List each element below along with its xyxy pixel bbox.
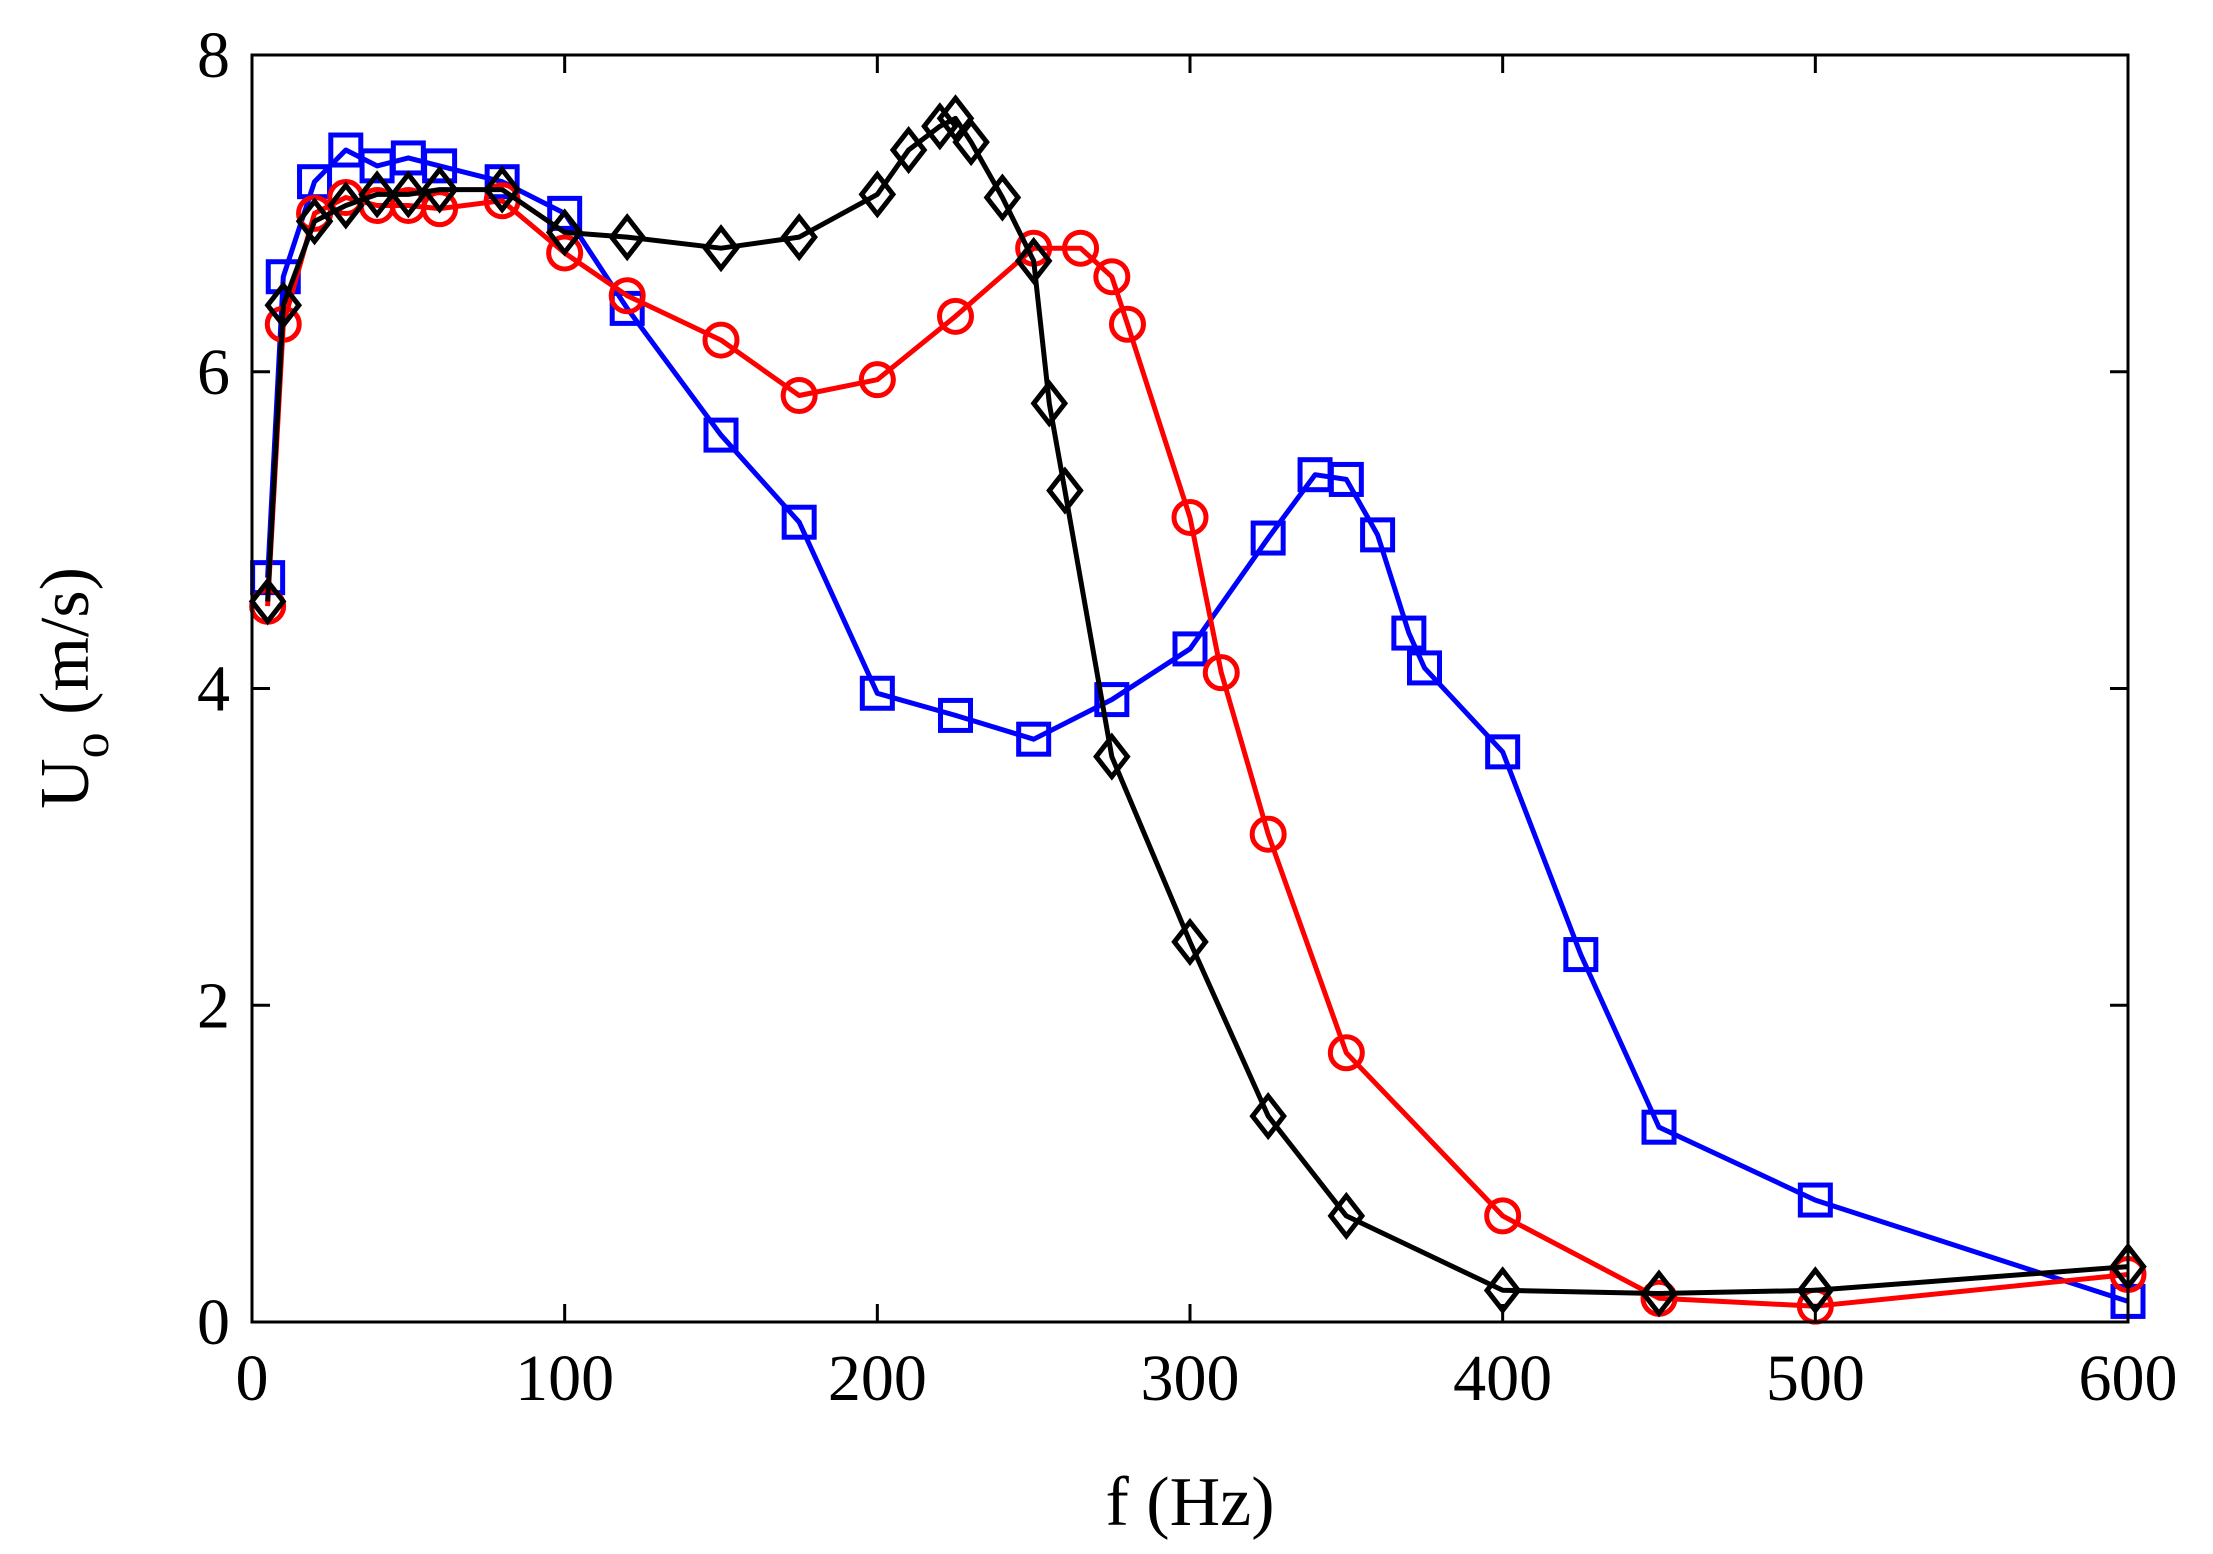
- data-point-diamond: [358, 170, 396, 219]
- data-point-diamond: [952, 118, 990, 167]
- data-point-diamond: [1171, 917, 1209, 966]
- data-point-square: [1250, 520, 1286, 556]
- data-point-square: [1391, 615, 1427, 651]
- series-layer: [248, 94, 2147, 1325]
- data-point-diamond: [1014, 236, 1053, 285]
- data-point-diamond: [702, 224, 740, 273]
- data-point-square: [1328, 461, 1364, 497]
- series-line-black-diamonds: [265, 115, 2129, 1296]
- data-point-circle: [780, 377, 818, 415]
- data-point-square: [1094, 682, 1130, 718]
- y-tick-label: 4: [197, 653, 230, 726]
- data-point-diamond: [921, 102, 959, 151]
- data-point-diamond: [1046, 466, 1084, 515]
- data-point-circle: [421, 190, 459, 228]
- x-tick-label: 400: [1453, 1342, 1552, 1415]
- data-point-diamond: [389, 170, 428, 219]
- data-point-circle: [1249, 815, 1287, 853]
- data-point-diamond: [983, 173, 1022, 222]
- data-point-diamond: [1249, 1092, 1287, 1141]
- data-point-diamond: [295, 197, 334, 246]
- x-tick-label: 300: [1141, 1342, 1240, 1415]
- data-point-square: [1563, 937, 1599, 973]
- data-point-circle: [858, 361, 896, 399]
- x-tick-labels: 0 100 200 300 400 500 600: [236, 1342, 2178, 1415]
- data-point-diamond: [858, 170, 897, 219]
- y-axis-label-main: U: [27, 758, 104, 809]
- data-point-circle: [1202, 654, 1240, 692]
- x-tick-label: 0: [236, 1342, 269, 1415]
- series-black-diamonds: [248, 94, 2147, 1318]
- y-tick-label: 8: [197, 19, 230, 92]
- data-point-circle: [1484, 1197, 1522, 1235]
- y-axis-label-unit: (m/s): [27, 567, 104, 732]
- data-point-circle: [1062, 229, 1100, 267]
- data-point-diamond: [889, 125, 928, 175]
- data-point-circle: [702, 321, 740, 359]
- data-point-diamond: [1093, 732, 1131, 781]
- y-axis-label: Uo (m/s): [27, 567, 120, 809]
- data-point-diamond: [1030, 379, 1069, 428]
- data-point-square: [781, 504, 817, 540]
- data-point-square: [1641, 1109, 1677, 1145]
- data-point-circle: [546, 234, 584, 272]
- x-tick-label: 500: [1766, 1342, 1865, 1415]
- data-point-square: [1485, 734, 1521, 770]
- y-tick-labels: 0 2 4 6 8: [197, 19, 230, 1359]
- x-tick-label: 100: [515, 1342, 614, 1415]
- data-point-square: [1797, 1182, 1833, 1218]
- data-point-square: [1407, 650, 1442, 686]
- data-point-square: [1016, 721, 1052, 757]
- data-point-diamond: [420, 165, 459, 214]
- x-tick-label: 200: [828, 1342, 927, 1415]
- data-point-square: [547, 195, 583, 231]
- data-point-diamond: [1640, 1269, 1678, 1318]
- y-tick-label: 2: [197, 969, 230, 1042]
- data-point-diamond: [248, 577, 287, 626]
- data-point-circle: [1171, 498, 1209, 536]
- data-point-square: [703, 417, 739, 453]
- data-point-diamond: [327, 181, 365, 230]
- data-point-diamond: [780, 213, 818, 262]
- data-point-square: [1360, 517, 1396, 553]
- data-point-square: [1172, 631, 1208, 667]
- data-point-diamond: [608, 213, 646, 262]
- data-point-diamond: [1327, 1191, 1366, 1240]
- data-point-square: [422, 148, 458, 184]
- data-point-circle: [608, 277, 646, 315]
- y-axis-label-subscript: o: [63, 732, 120, 758]
- data-point-diamond: [545, 208, 584, 257]
- data-point-circle: [1093, 258, 1131, 296]
- data-point-square: [859, 675, 895, 711]
- data-point-circle: [937, 297, 974, 335]
- x-tick-label: 600: [2079, 1342, 2178, 1415]
- data-point-square: [938, 697, 973, 733]
- x-axis-label: f (Hz): [1105, 1464, 1274, 1541]
- data-point-circle: [1108, 305, 1146, 343]
- tick-marks: [250, 53, 2130, 1324]
- y-tick-label: 0: [197, 1286, 230, 1359]
- data-point-circle: [1327, 1034, 1365, 1072]
- data-point-diamond: [264, 281, 303, 330]
- data-point-diamond: [483, 165, 521, 214]
- y-tick-label: 6: [197, 336, 230, 409]
